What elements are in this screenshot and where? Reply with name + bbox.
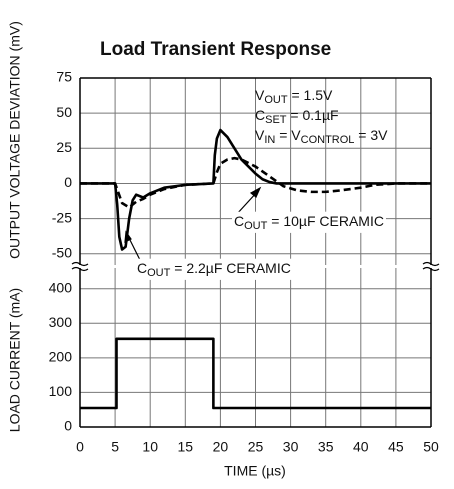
annotation-background [135,258,293,280]
annotation-subscript: OUT [244,220,268,232]
y-tick-label: -25 [52,209,72,225]
x-tick-label: 0 [76,439,84,455]
axis-break [422,261,440,272]
y-axis-label: OUTPUT VOLTAGE DEVIATION (mV) [7,21,23,259]
annotation: COUT = 2.2µF CERAMIC [137,260,291,279]
y-tick-label: 0 [64,174,72,190]
x-tick-label: 45 [388,439,404,455]
y-tick-label: 25 [56,139,72,155]
annotation-subscript: OUT [264,94,288,106]
y-axis-label: LOAD CURRENT (mA) [7,288,23,432]
y-tick-label: 200 [49,349,73,365]
y-tick-label: -50 [52,244,72,260]
annotation-subscript: CONTROL [301,134,355,146]
y-tick-label: 300 [49,314,73,330]
x-tick-label: 50 [423,439,439,455]
annotation: CSET = 0.1µF [255,107,339,126]
line-series [80,156,431,209]
y-tick-label: 0 [64,418,72,434]
axis-break [71,261,89,272]
line-series [80,337,431,410]
x-tick-label: 15 [178,439,194,455]
y-tick-label: 400 [49,279,73,295]
annotation-subscript: SET [265,114,287,126]
x-tick-label: 40 [353,439,369,455]
annotation-text: V [255,87,265,103]
annotation-text: C [137,260,147,276]
annotation: VOUT = 1.5V [255,87,333,106]
chart-title: Load Transient Response [100,39,331,60]
annotation-text: = 2.2µF CERAMIC [170,260,290,276]
annotation-subscript: IN [264,134,275,146]
marks [80,128,431,410]
y-tick-label: 50 [56,104,72,120]
x-tick-label: 30 [283,439,299,455]
annotation-text: C [255,107,265,123]
axis-breaks [71,261,440,272]
x-tick-label: 35 [318,439,334,455]
x-axis-label: TIME (µs) [224,463,286,479]
x-tick-label: 25 [248,439,264,455]
annotation-text: = 1.5V [288,87,333,103]
x-tick-label: 10 [142,439,158,455]
annotation: VIN = VCONTROL = 3V [255,127,388,146]
y-tick-label: 100 [49,383,73,399]
annotation-background [232,211,386,233]
annotation-text: = 10µF CERAMIC [267,213,384,229]
annotation-text: = V [275,127,301,143]
annotation-text: = 0.1µF [287,107,339,123]
annotation-text: = 3V [354,127,388,143]
line-series [80,128,431,251]
annotation-subscript: OUT [147,267,171,279]
annotation-text: C [234,213,244,229]
annotation-text: V [255,127,265,143]
y-tick-label: 75 [56,69,72,85]
x-tick-label: 5 [111,439,119,455]
arrows [124,186,262,261]
annotation: COUT = 10µF CERAMIC [234,213,384,232]
x-tick-label: 20 [213,439,229,455]
arrow-head [124,230,132,244]
arrow-head [249,186,262,198]
